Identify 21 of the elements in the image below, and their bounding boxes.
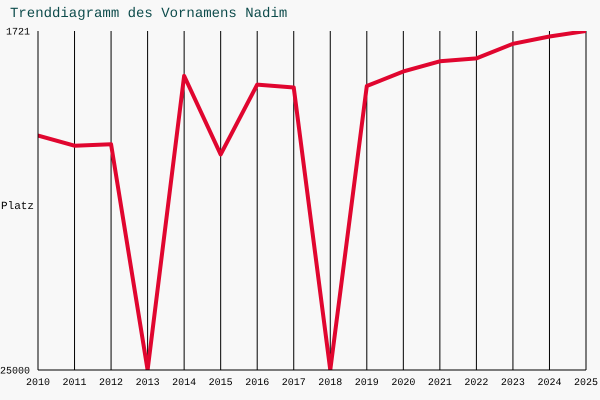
- x-tick-label: 2012: [99, 378, 124, 390]
- x-tick-label: 2015: [208, 378, 233, 390]
- x-tick-label: 2019: [354, 378, 379, 390]
- x-tick-label: 2017: [282, 378, 306, 390]
- y-axis-title: Platz: [1, 201, 34, 213]
- x-tick-label: 2011: [62, 378, 87, 390]
- x-tick-label: 2024: [537, 378, 562, 390]
- x-tick-label: 2022: [464, 378, 488, 390]
- x-tick-label: 2023: [500, 378, 525, 390]
- y-tick-label: 1721: [6, 28, 30, 39]
- x-tick-label: 2020: [391, 378, 416, 390]
- chart-title: Trenddiagramm des Vornamens Nadim: [10, 6, 288, 22]
- x-tick-label: 2014: [172, 378, 196, 390]
- x-tick-label: 2010: [26, 378, 50, 390]
- x-tick-label: 2025: [574, 378, 598, 390]
- x-tick-label: 2021: [428, 378, 452, 390]
- x-tick-label: 2018: [318, 378, 342, 390]
- x-tick-label: 2013: [136, 378, 160, 390]
- x-tick-label: 2016: [245, 378, 270, 390]
- line-series: [38, 31, 586, 370]
- y-tick-label: 25000: [0, 366, 30, 378]
